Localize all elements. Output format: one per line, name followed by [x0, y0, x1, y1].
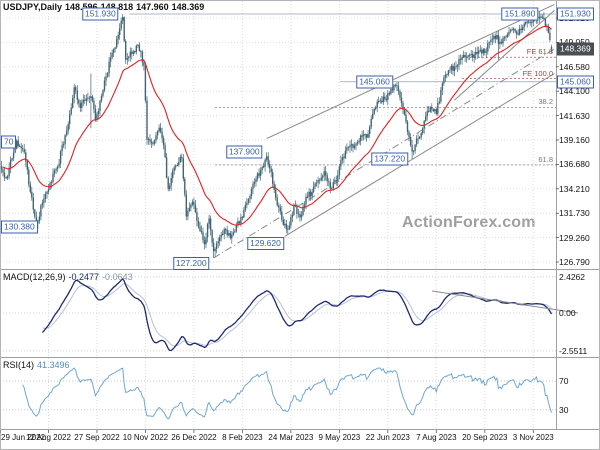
price-axis-label: 131.730: [559, 208, 590, 219]
date-axis-label: 27 Sep 2022: [74, 433, 120, 442]
fib-retracement-label: 61.8: [538, 154, 553, 164]
rsi-name: RSI(14): [3, 360, 35, 370]
axis-price-box: 145.060: [557, 75, 594, 89]
price-annotation[interactable]: 145.060: [356, 75, 393, 89]
price-annotation[interactable]: 151.890: [501, 7, 539, 21]
date-axis-label: 10 Nov 2022: [122, 433, 169, 442]
date-axis-label: 26 Dec 2022: [171, 433, 217, 442]
ohlc-open: 148.596: [65, 2, 98, 12]
macd-axis-label: -2.5511: [559, 345, 588, 356]
trendline[interactable]: [454, 9, 555, 101]
macd-value-signal: -0.0643: [102, 272, 133, 282]
macd-label: MACD(12,26,9) -0.2477 -0.0643: [3, 272, 133, 282]
macd-main-line: [41, 277, 553, 352]
ohlc-high: 148.818: [101, 2, 134, 12]
trendline[interactable]: [284, 73, 555, 237]
date-axis-label: 8 Feb 2023: [222, 433, 263, 442]
price-annotation[interactable]: 129.620: [247, 237, 284, 251]
price-axis-label: 141.630: [559, 110, 590, 121]
macd-signal-line: [42, 283, 552, 347]
price-axis-label: 126.790: [559, 257, 590, 267]
rsi-value: 41.3496: [37, 360, 70, 370]
rsi-label: RSI(14) 41.3496: [3, 360, 70, 370]
date-axis-label: 20 Sep 2023: [462, 433, 508, 442]
price-axis-label: 144.100: [559, 86, 590, 97]
fib-expansion-label: FE 100.0: [522, 68, 553, 78]
date-axis-label: 9 May 2023: [318, 433, 361, 442]
trendline[interactable]: [266, 3, 555, 140]
date-axis-label: 22 Jun 2023: [365, 433, 410, 442]
date-axis-label: 12 Aug 2022: [26, 433, 71, 442]
watermark: ActionForex.com: [402, 214, 536, 231]
price-annotation[interactable]: 137.900: [225, 145, 263, 159]
price-axis-label: 136.680: [559, 159, 590, 170]
macd-trendline[interactable]: [431, 290, 579, 314]
price-axis-label: 139.160: [559, 134, 590, 145]
macd-name: MACD(12,26,9): [3, 272, 66, 282]
rsi-axis-label: 70: [559, 376, 569, 386]
ohlc-low: 147.960: [136, 2, 169, 12]
macd-axis-label: 0.00: [559, 308, 576, 318]
price-axis-label: 149.050: [559, 37, 590, 47]
date-axis-label: 3 Nov 2023: [512, 433, 554, 442]
price-axis-label: 134.210: [559, 183, 590, 194]
price-axis-label: 146.580: [559, 61, 590, 72]
price-annotation[interactable]: 151.930: [81, 7, 119, 21]
date-axis-label: 24 Mar 2023: [268, 433, 314, 442]
fib-retracement-label: 38.2: [538, 97, 553, 107]
macd-value-main: -0.2477: [68, 272, 100, 282]
rsi-axis-label: 30: [559, 404, 569, 415]
macd-axis-label: 2.4262: [559, 271, 585, 282]
ma-line: [2, 25, 552, 226]
fib-expansion-label: FE 61.8: [526, 47, 553, 57]
ohlc-close: 148.369: [171, 2, 205, 12]
price-annotation[interactable]: 137.220: [371, 152, 409, 166]
date-axis-label: 29 Jun 2022: [1, 433, 46, 442]
price-axis-label: 129.260: [559, 232, 590, 243]
price-annotation[interactable]: 130.380: [1, 220, 38, 234]
symbol-timeframe: USDJPY,Daily: [3, 2, 63, 12]
price-annotation[interactable]: 127.200: [172, 257, 210, 270]
current-price-box: 148.369: [557, 42, 594, 56]
price-marker-left[interactable]: 70: [1, 135, 17, 149]
candlestick-bodies: [0, 15, 553, 252]
date-axis-label: 7 Aug 2023: [416, 433, 457, 442]
rsi-line: [22, 367, 552, 420]
axis-price-box: 151.930: [557, 7, 594, 21]
